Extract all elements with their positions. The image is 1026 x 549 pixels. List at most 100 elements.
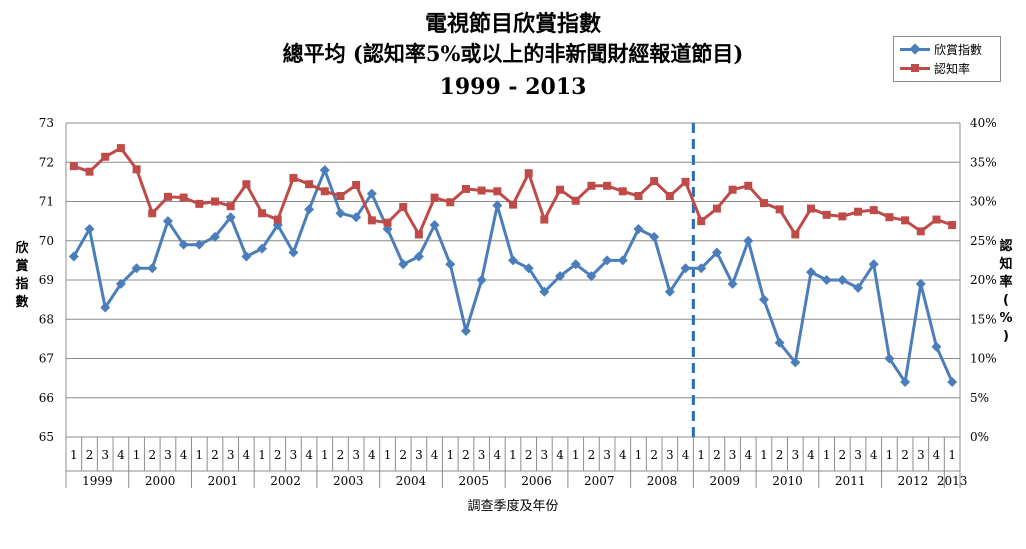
- x-tick-label-quarter: 4: [933, 448, 941, 462]
- x-tick-label-quarter: 3: [164, 448, 172, 462]
- x-tick-label-quarter: 2: [337, 448, 345, 462]
- data-point-appreciation: [445, 259, 456, 270]
- data-point-appreciation: [539, 286, 550, 297]
- x-tick-label-year: 2012: [898, 474, 929, 488]
- data-point-appreciation: [790, 357, 801, 368]
- x-tick-label-quarter: 1: [321, 448, 329, 462]
- x-tick-label-quarter: 1: [697, 448, 705, 462]
- data-point-appreciation: [696, 263, 707, 274]
- x-tick-label-year: 2011: [835, 474, 866, 488]
- y-tick-left: 73: [39, 116, 54, 130]
- data-point-appreciation: [100, 302, 111, 313]
- x-tick-label-year: 1999: [82, 474, 113, 488]
- x-tick-label-quarter: 3: [101, 448, 109, 462]
- x-tick-label-year: 2010: [772, 474, 803, 488]
- data-point-appreciation: [758, 294, 769, 305]
- data-point-appreciation: [194, 239, 205, 250]
- data-point-appreciation: [304, 204, 315, 215]
- data-point-appreciation: [837, 275, 848, 285]
- data-point-awareness: [697, 217, 706, 226]
- data-point-appreciation: [319, 165, 330, 176]
- x-tick-label-quarter: 2: [901, 448, 909, 462]
- y-tick-left: 71: [39, 195, 54, 209]
- x-tick-label-year: 2009: [709, 474, 740, 488]
- data-point-awareness: [305, 180, 314, 189]
- x-tick-label-quarter: 1: [195, 448, 203, 462]
- x-tick-label-year: 2000: [145, 474, 176, 488]
- data-point-appreciation: [868, 259, 879, 270]
- data-point-appreciation: [617, 255, 628, 266]
- data-point-appreciation: [884, 353, 895, 364]
- y-tick-right: 25%: [970, 234, 997, 248]
- data-point-awareness: [509, 200, 517, 209]
- x-tick-label-quarter: 4: [744, 448, 752, 462]
- x-tick-label-year: 2004: [396, 474, 427, 488]
- x-tick-label-quarter: 3: [415, 448, 423, 462]
- x-tick-label-year: 2001: [208, 474, 239, 488]
- y-tick-right: 20%: [970, 273, 997, 287]
- x-tick-label-quarter: 1: [70, 448, 78, 462]
- data-point-awareness: [634, 192, 643, 201]
- data-point-awareness: [838, 212, 847, 221]
- data-point-awareness: [603, 181, 612, 190]
- data-point-appreciation: [602, 255, 613, 266]
- x-tick-label-quarter: 2: [399, 448, 407, 462]
- chart-title: 電視節目欣賞指數: [424, 11, 601, 37]
- data-point-appreciation: [241, 251, 252, 262]
- x-tick-label-quarter: 3: [791, 448, 799, 462]
- x-tick-label-quarter: 4: [117, 448, 125, 462]
- x-tick-label-year: 2005: [459, 474, 490, 488]
- y-tick-right: 35%: [970, 155, 997, 169]
- data-point-appreciation: [633, 223, 644, 234]
- y-tick-right: 30%: [970, 195, 997, 209]
- data-point-appreciation: [649, 231, 660, 242]
- data-point-appreciation: [288, 247, 299, 258]
- data-point-awareness: [775, 205, 784, 214]
- data-point-appreciation: [178, 239, 189, 250]
- data-point-appreciation: [147, 263, 158, 274]
- data-point-awareness: [712, 204, 721, 213]
- data-point-appreciation: [68, 251, 79, 262]
- data-point-awareness: [367, 216, 376, 225]
- data-point-awareness: [869, 206, 878, 215]
- data-point-awareness: [493, 187, 502, 196]
- data-point-awareness: [226, 202, 235, 211]
- x-tick-label-quarter: 3: [729, 448, 737, 462]
- series-line-awareness: [73, 146, 953, 236]
- data-point-awareness: [430, 193, 439, 202]
- x-tick-label-quarter: 3: [478, 448, 486, 462]
- x-tick-label-quarter: 4: [431, 448, 439, 462]
- data-point-awareness: [807, 204, 815, 213]
- data-point-appreciation: [555, 271, 566, 282]
- data-point-awareness: [195, 199, 204, 208]
- data-point-appreciation: [664, 286, 675, 297]
- y-tick-right: 0%: [970, 430, 989, 444]
- data-point-awareness: [258, 209, 267, 218]
- y-tick-left: 72: [39, 155, 54, 169]
- data-point-appreciation: [257, 243, 268, 254]
- x-tick-label-quarter: 1: [384, 448, 392, 462]
- y-tick-right: 5%: [970, 391, 989, 405]
- data-point-awareness: [116, 144, 125, 153]
- y-axis-label-left: 欣賞指數: [15, 241, 29, 310]
- x-tick-label-quarter: 4: [493, 448, 501, 462]
- x-tick-label-quarter: 3: [227, 448, 235, 462]
- data-point-awareness: [681, 177, 690, 186]
- data-point-awareness: [399, 202, 408, 211]
- chart-subtitle: 總平均 (認知率5%或以上的非新聞財經報道節目): [282, 41, 744, 66]
- data-point-appreciation: [900, 377, 911, 388]
- data-point-awareness: [932, 215, 941, 224]
- data-point-awareness: [524, 169, 533, 178]
- x-tick-label-quarter: 3: [603, 448, 611, 462]
- data-point-awareness: [618, 187, 627, 196]
- y-tick-left: 68: [39, 312, 54, 326]
- y-tick-right: 40%: [970, 116, 997, 130]
- x-tick-label-quarter: 4: [682, 448, 690, 462]
- x-axis-label: 調查季度及年份: [467, 499, 559, 514]
- data-point-appreciation: [351, 212, 362, 223]
- data-point-awareness: [556, 185, 565, 194]
- x-tick-label-quarter: 4: [180, 448, 188, 462]
- data-point-awareness: [85, 167, 94, 176]
- data-point-appreciation: [806, 267, 816, 278]
- data-point-appreciation: [162, 216, 173, 227]
